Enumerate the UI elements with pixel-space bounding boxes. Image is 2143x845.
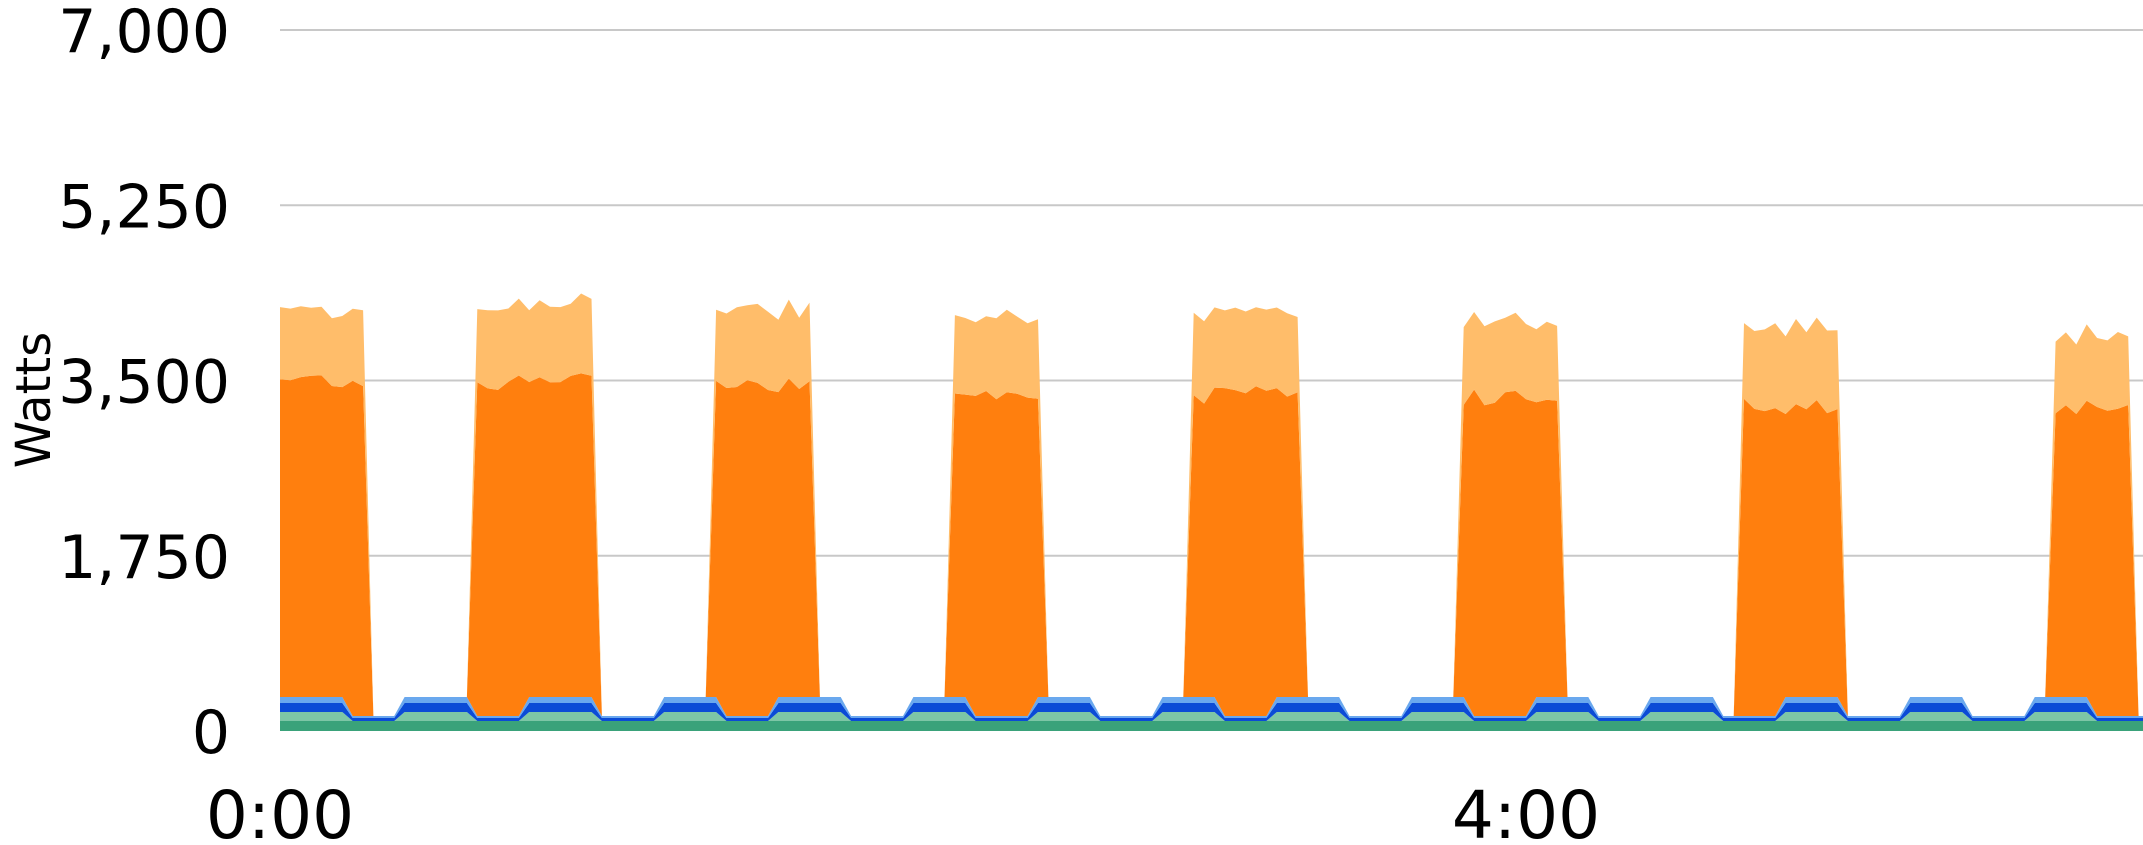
y-tick-label: 7,000 [58,0,230,67]
series-area-orange [280,373,2143,716]
x-axis-ticks: 0:004:008:0012:0016:0020:00 [206,777,1600,845]
y-tick-label: 3,500 [58,348,230,418]
y-tick-label: 1,750 [58,523,230,593]
y-tick-label: 0 [192,698,230,768]
series-areas [280,293,2143,731]
y-axis-label: Watts [6,332,62,468]
y-tick-label: 5,250 [58,172,230,242]
series-area-blue-light [280,697,2143,718]
series-area-mint [280,712,2143,721]
x-tick-label: 4:00 [1452,777,1600,845]
series-area-blue-dark [280,703,2143,721]
series-area-orange-light [280,293,2143,716]
x-tick-label: 0:00 [206,777,354,845]
y-axis-ticks: 7,000 5,250 3,500 1,750 0 [58,0,230,768]
series-area-base [280,721,2143,731]
